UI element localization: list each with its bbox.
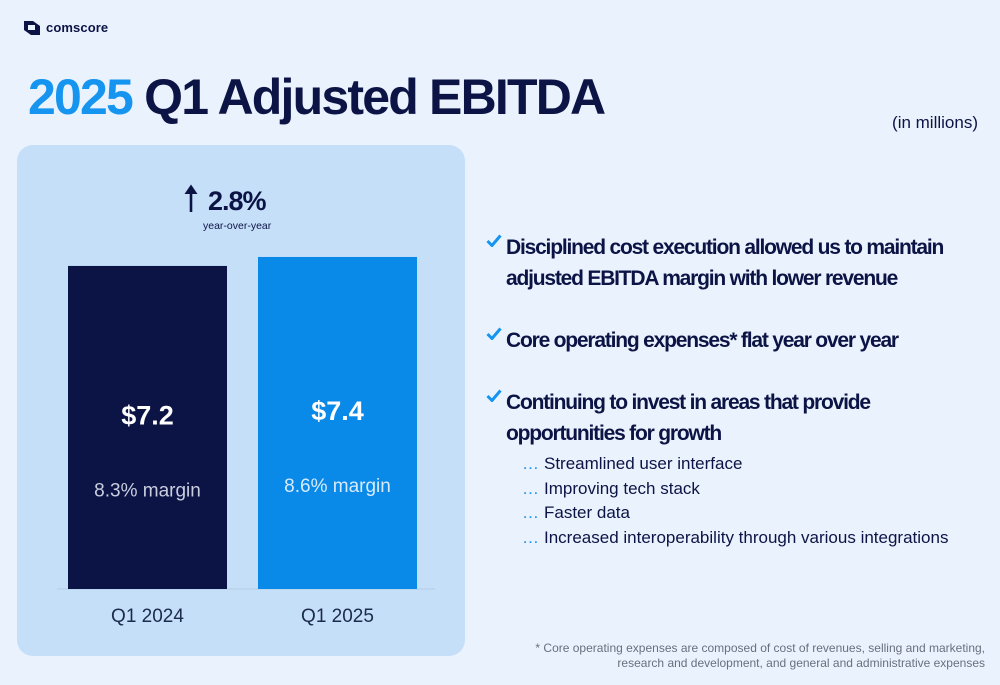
brand-name: comscore	[46, 20, 109, 35]
bullet-text: Continuing to invest in areas that provi…	[506, 387, 871, 449]
check-icon	[486, 234, 506, 252]
bullet-item: Disciplined cost execution allowed us to…	[486, 232, 986, 294]
title-year: 2025	[28, 69, 134, 125]
footnote-line: * Core operating expenses are composed o…	[535, 641, 985, 655]
sub-bullet-text: Increased interoperability through vario…	[544, 527, 949, 547]
bullet-line: opportunities for growth	[506, 422, 722, 445]
ellipsis-icon: …	[522, 454, 540, 473]
bullet-line: Core operating expenses* flat year over …	[506, 329, 899, 352]
ellipsis-icon: …	[522, 503, 540, 522]
growth-label: year-over-year	[203, 220, 272, 232]
sub-bullet-text: Improving tech stack	[544, 478, 700, 498]
page-title: 2025 Q1 Adjusted EBITDA	[28, 69, 606, 125]
sub-bullet-text: Streamlined user interface	[544, 454, 743, 473]
bullet-text: Core operating expenses* flat year over …	[506, 325, 899, 356]
bullet-line: Continuing to invest in areas that provi…	[506, 391, 871, 414]
category-label: Q1 2024	[111, 606, 184, 627]
bullet-item: Core operating expenses* flat year over …	[486, 325, 986, 356]
bar-q1-2025	[258, 256, 417, 589]
bullet-text: Disciplined cost execution allowed us to…	[506, 232, 944, 294]
sub-bullet-text: Faster data	[544, 503, 630, 522]
title-text: Q1 Adjusted EBITDA	[144, 69, 606, 125]
sub-bullet-item: … Increased interoperability through vari…	[522, 526, 986, 551]
check-icon	[486, 389, 506, 407]
bar-q1-2024	[68, 265, 227, 589]
sub-bullet-list: … Streamlined user interface … Improving t…	[522, 452, 986, 550]
bullet-line: Disciplined cost execution allowed us to…	[506, 236, 944, 259]
bullet-line: adjusted EBITDA margin with lower revenu…	[506, 267, 898, 290]
units-note: (in millions)	[892, 113, 978, 132]
ellipsis-icon: …	[522, 527, 540, 547]
growth-value: 2.8%	[208, 186, 267, 216]
bar-group: $7.2 8.3% margin Q1 2024 $7.4 8.6% margin Q1 …	[68, 256, 417, 627]
sub-bullet-item: … Improving tech stack	[522, 477, 986, 502]
ebitda-bar-chart: 2.8% year-over-year $7.2 8.3% margin Q1 20…	[57, 184, 435, 627]
chart-panel: 2.8% year-over-year $7.2 8.3% margin Q1 20…	[17, 145, 465, 656]
bar-value-label: $7.4	[311, 396, 364, 426]
sub-bullet-item: … Faster data	[522, 501, 986, 526]
bar-margin-label: 8.6% margin	[284, 476, 391, 497]
sub-bullet-item: … Streamlined user interface	[522, 452, 986, 477]
growth-arrow-icon	[184, 184, 198, 212]
bullet-list: Disciplined cost execution allowed us to…	[486, 232, 986, 550]
check-icon	[486, 327, 506, 345]
footnote-line: research and development, and general an…	[617, 656, 985, 670]
footnote: * Core operating expenses are composed o…	[535, 641, 985, 671]
bullet-item: Continuing to invest in areas that provi…	[486, 387, 986, 449]
ellipsis-icon: …	[522, 478, 540, 498]
category-label: Q1 2025	[301, 606, 374, 627]
brand-logo: comscore	[24, 20, 108, 35]
comscore-logo-icon	[24, 20, 40, 35]
bar-margin-label: 8.3% margin	[94, 480, 201, 501]
bar-value-label: $7.2	[121, 400, 174, 430]
